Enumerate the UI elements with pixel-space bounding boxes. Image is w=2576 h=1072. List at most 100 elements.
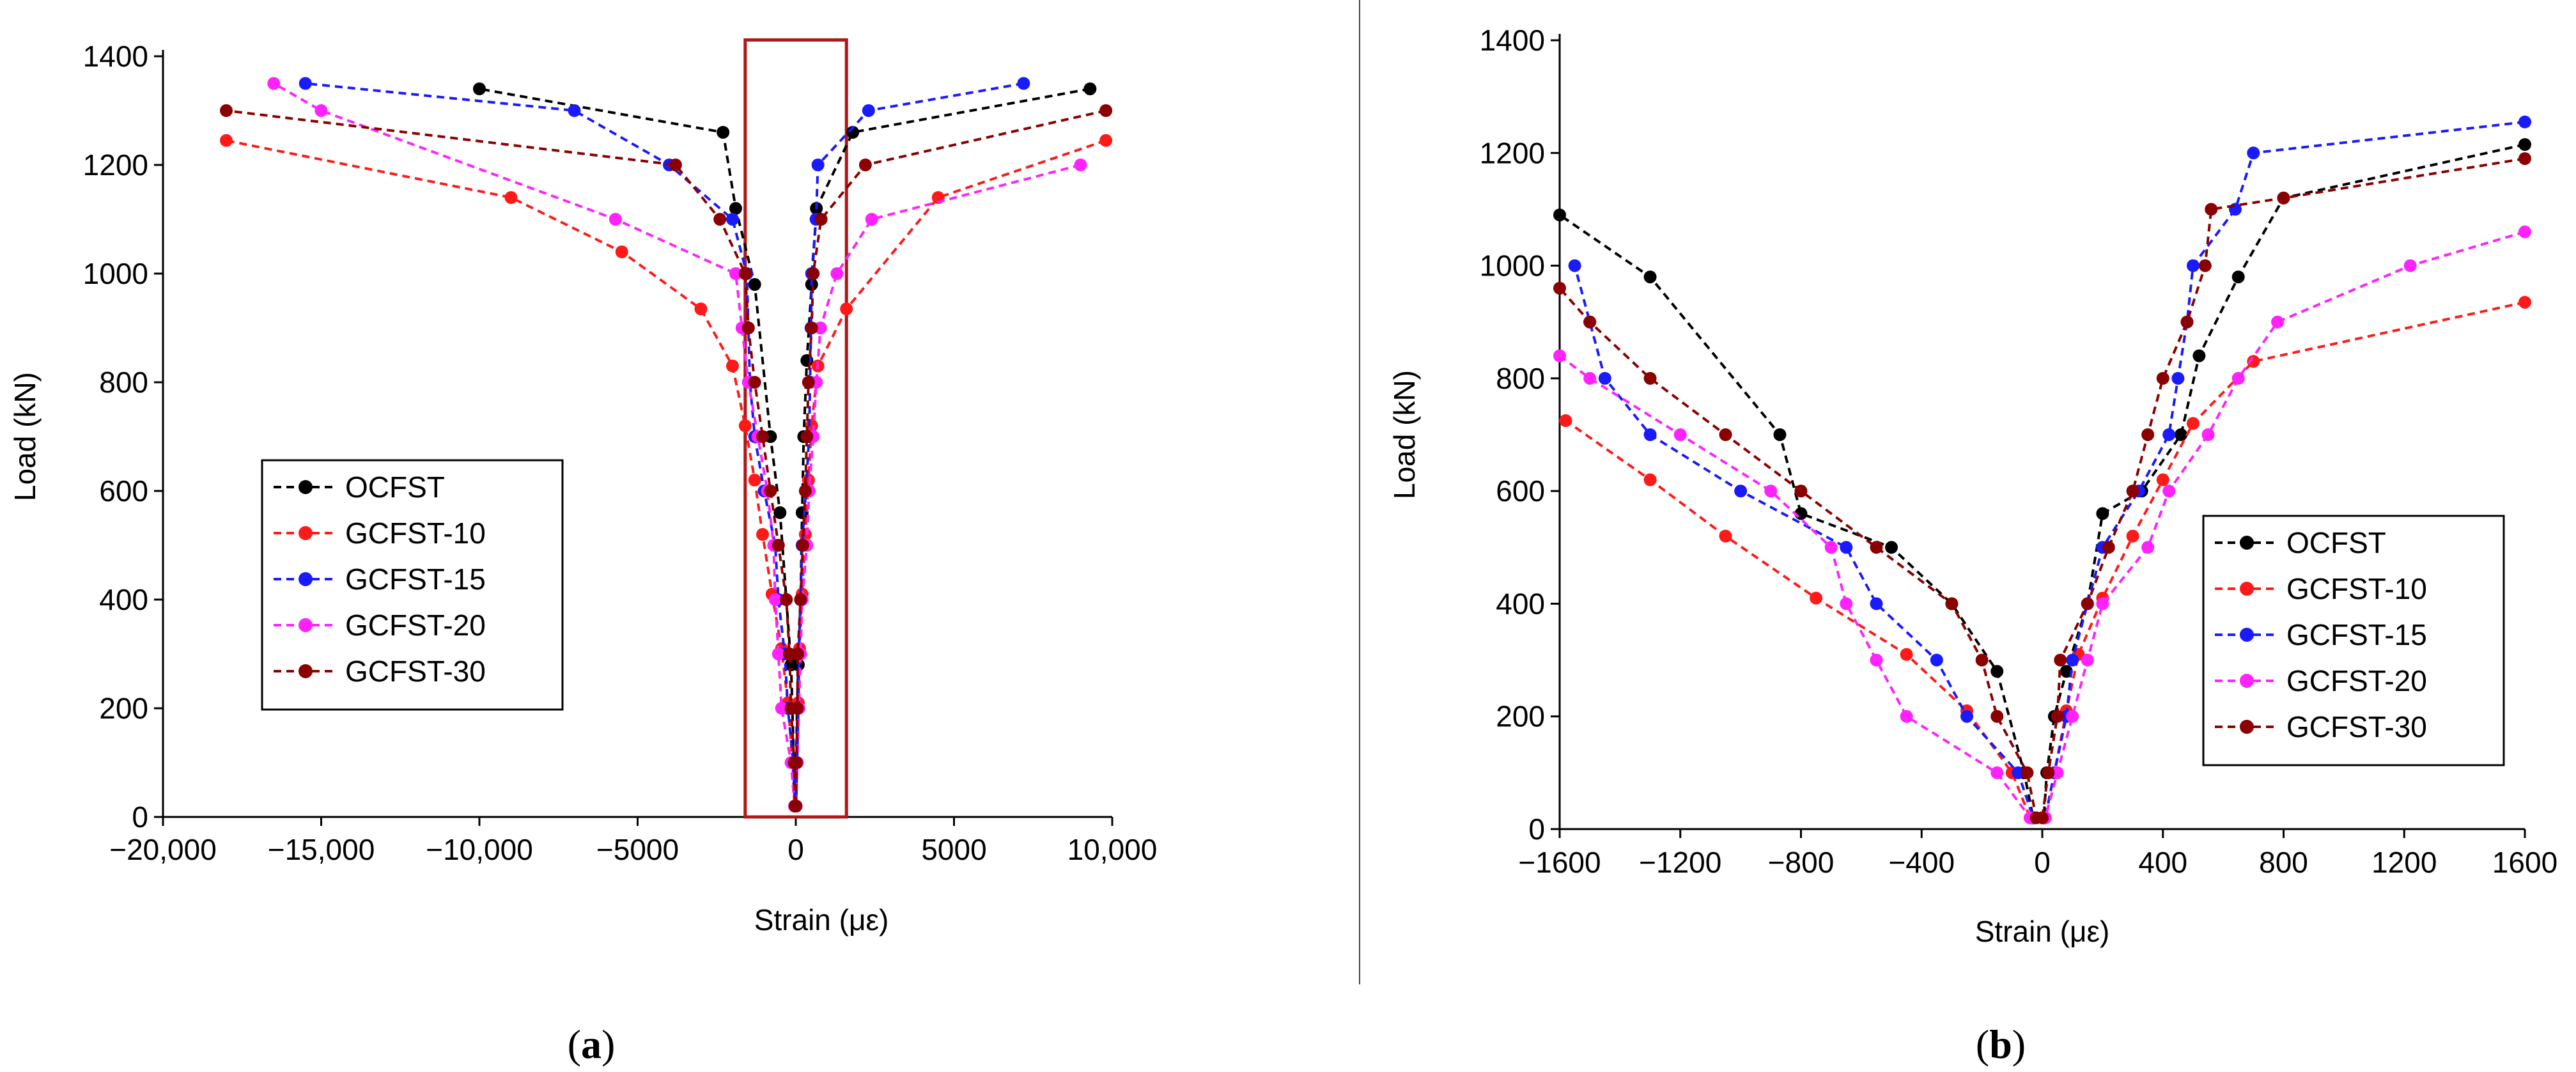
- data-point-gcfst-10-b: [1559, 414, 1572, 427]
- data-point-gcfst-10-b: [2156, 473, 2169, 486]
- data-point-gcfst-20-b: [1764, 485, 1778, 498]
- data-point-gcfst-10-a: [694, 302, 708, 316]
- data-point-gcfst-30-a: [713, 213, 727, 226]
- y-tick-label-b: 600: [1496, 474, 1545, 508]
- data-point-gcfst-20-b: [2231, 371, 2245, 385]
- legend-label-gcfst-10-a: GCFST-10: [345, 517, 486, 550]
- legend-label-ocfst-b: OCFST: [2286, 526, 2386, 559]
- data-point-gcfst-15-b: [1568, 259, 1581, 272]
- data-point-gcfst-30-b: [2141, 428, 2155, 441]
- data-point-gcfst-15-b: [1734, 485, 1748, 498]
- data-point-gcfst-10-a: [738, 419, 752, 432]
- data-point-gcfst-20-a: [1074, 159, 1087, 171]
- x-tick-label-a: −5000: [596, 833, 679, 866]
- data-point-gcfst-20-a: [814, 322, 827, 334]
- legend-marker-gcfst-20-a: [299, 618, 313, 632]
- data-point-gcfst-10-a: [798, 528, 812, 541]
- data-point-gcfst-20-a: [768, 593, 782, 606]
- series-line-gcfst-30-a: [226, 109, 1106, 807]
- caption-b-letter: b: [1989, 1022, 2012, 1067]
- data-point-gcfst-10-a: [220, 134, 233, 147]
- data-point-gcfst-30-b: [2198, 259, 2212, 272]
- caption-b-open: (: [1976, 1022, 1989, 1067]
- y-tick-label-a: 600: [99, 474, 148, 508]
- legend-box-a: [261, 459, 564, 711]
- data-point-ocfst-b: [2518, 138, 2531, 151]
- data-point-gcfst-20-a: [314, 104, 328, 117]
- data-point-gcfst-20-b: [1840, 597, 1853, 610]
- data-point-gcfst-30-a: [783, 648, 796, 660]
- x-tick-label-a: −20,000: [109, 833, 217, 866]
- y-tick-label-a: 200: [99, 692, 148, 725]
- data-point-gcfst-30-a: [772, 539, 785, 552]
- chart-panel-b: 0 200 400 600 800 1000 1200 1400 −1600 −1200 −800 −…: [1388, 24, 2557, 948]
- data-point-gcfst-30-b: [1643, 371, 1657, 385]
- data-point-gcfst-20-a: [609, 213, 622, 226]
- data-point-gcfst-30-b: [1975, 653, 1989, 667]
- data-point-gcfst-10-a: [615, 245, 628, 258]
- data-point-gcfst-30-b: [2102, 541, 2115, 554]
- data-point-gcfst-20-b: [1553, 349, 1566, 362]
- data-point-gcfst-30-b: [1945, 597, 1959, 610]
- data-point-gcfst-15-a: [726, 213, 739, 226]
- legend-label-gcfst-15-a: GCFST-15: [345, 563, 486, 596]
- data-point-gcfst-30-a: [738, 267, 752, 280]
- data-point-gcfst-30-a: [1099, 104, 1113, 117]
- data-point-gcfst-15-b: [2012, 766, 2025, 779]
- data-point-ocfst-a: [773, 506, 787, 519]
- caption-a-letter: a: [581, 1022, 601, 1067]
- data-point-gcfst-30-b: [1870, 541, 1883, 554]
- y-tick-label-b: 0: [1528, 812, 1545, 846]
- data-point-gcfst-10-a: [748, 474, 761, 486]
- data-point-gcfst-30-a: [741, 322, 755, 334]
- x-tick-label-b: 800: [2259, 846, 2308, 879]
- data-point-gcfst-30-a: [789, 800, 802, 812]
- series-line-gcfst-20-b: [1558, 230, 2526, 820]
- data-point-gcfst-30-b: [2518, 152, 2531, 166]
- legend-label-gcfst-15-b: GCFST-15: [2286, 618, 2427, 651]
- x-tick-label-a: −15,000: [268, 833, 375, 866]
- data-point-gcfst-20-a: [830, 267, 844, 280]
- legend-marker-ocfst-a: [299, 480, 313, 494]
- data-point-gcfst-30-b: [2042, 766, 2055, 779]
- data-point-gcfst-15-b: [2171, 371, 2185, 385]
- data-point-gcfst-20-b: [2066, 710, 2079, 723]
- y-tick-label-a: 1400: [83, 40, 148, 73]
- data-point-ocfst-a: [784, 658, 798, 671]
- data-point-ocfst-b: [1990, 665, 2004, 678]
- y-axis-title-b: Load (kN): [1388, 370, 1421, 499]
- x-tick-label-b: 0: [2034, 846, 2051, 879]
- data-point-gcfst-20-b: [2403, 259, 2417, 272]
- data-point-gcfst-15-b: [2518, 115, 2531, 128]
- data-point-gcfst-15-a: [299, 77, 312, 90]
- data-point-gcfst-30-a: [220, 104, 233, 117]
- data-point-gcfst-20-b: [1990, 766, 2004, 779]
- data-point-gcfst-10-a: [1099, 134, 1113, 147]
- data-point-ocfst-b: [1773, 428, 1787, 441]
- data-point-gcfst-20-b: [2141, 541, 2155, 554]
- data-point-gcfst-30-a: [805, 322, 818, 334]
- y-tick-label-a: 0: [132, 800, 148, 834]
- data-point-gcfst-30-b: [2126, 485, 2139, 498]
- x-tick-label-b: −800: [1768, 846, 1835, 879]
- data-point-gcfst-10-b: [2186, 417, 2200, 430]
- data-point-gcfst-30-a: [748, 376, 761, 389]
- x-tick-label-b: 1600: [2492, 846, 2557, 879]
- data-point-gcfst-15-b: [1960, 710, 1974, 723]
- legend-marker-gcfst-30-b: [2240, 720, 2254, 734]
- legend-marker-gcfst-10-a: [299, 526, 313, 540]
- data-point-gcfst-10-b: [1810, 591, 1823, 605]
- chart-panel-a: 0 200 400 600 800 1000 1200 1400 −20,000 −15,000 −…: [8, 38, 1157, 936]
- caption-a: (a): [568, 1022, 616, 1067]
- x-tick-label-b: −1200: [1639, 846, 1721, 879]
- data-point-gcfst-30-b: [1719, 428, 1732, 441]
- data-point-gcfst-20-b: [1870, 653, 1883, 667]
- data-point-gcfst-30-b: [2180, 315, 2194, 329]
- data-point-gcfst-15-a: [1017, 77, 1030, 90]
- x-tick-label-b: 1200: [2371, 846, 2437, 879]
- data-point-gcfst-10-b: [2247, 355, 2260, 368]
- legend-label-gcfst-20-a: GCFST-20: [345, 609, 486, 642]
- data-point-gcfst-30-b: [2205, 203, 2218, 216]
- data-layer-a: [220, 77, 1113, 812]
- data-point-gcfst-20-b: [2162, 485, 2176, 498]
